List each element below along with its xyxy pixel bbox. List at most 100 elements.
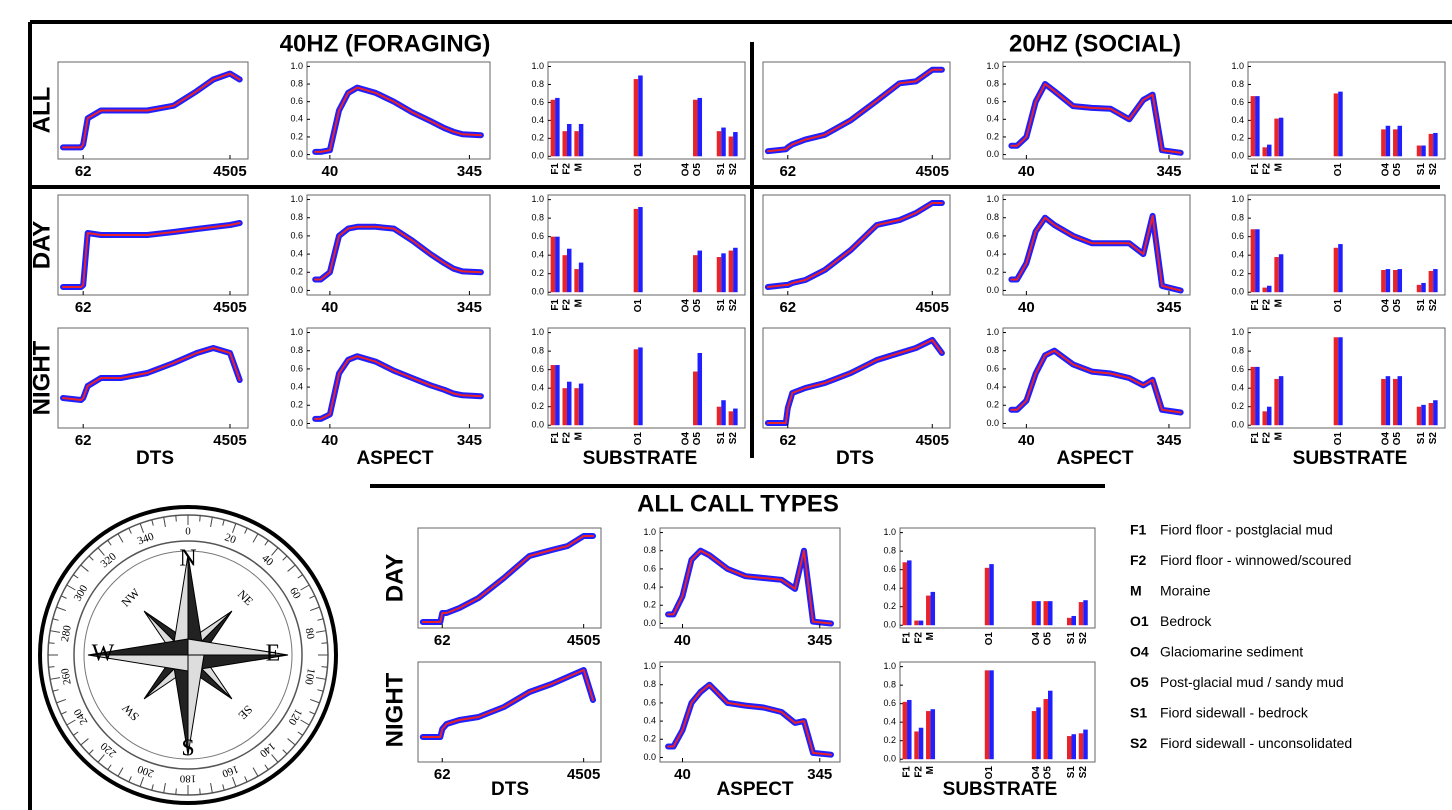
x-tick-label: 4505 [916,432,949,449]
x-category-label: M [925,632,936,640]
bar [693,100,698,157]
bar [1398,376,1403,425]
x-category-label: O4 [1031,632,1042,646]
bar [1334,93,1339,156]
bar [698,98,703,156]
bar [1083,600,1088,625]
x-category-label: O5 [1392,299,1403,313]
bar [926,596,931,626]
y-tick-label: 0.8 [531,346,544,356]
bar [574,131,579,156]
bar [1032,601,1037,625]
bar [717,131,722,156]
bar [1067,618,1072,625]
bar [567,382,572,426]
section-title: 20HZ (SOCIAL) [1009,30,1181,57]
bar [698,353,703,425]
x-category-label: O4 [1380,432,1391,446]
x-category-label: S2 [1078,766,1089,779]
y-tick-label: 0.0 [883,754,896,764]
bar [1262,147,1267,156]
bar [1393,379,1398,425]
y-tick-label: 0.6 [531,231,544,241]
bar [1083,730,1088,760]
bar [903,702,908,759]
row-label: NIGHT [381,672,408,747]
y-tick-label: 0.0 [290,418,303,428]
bar [729,251,734,293]
y-tick-label: 0.8 [986,212,999,222]
x-category-label: O1 [1333,163,1344,177]
legend-text: Fiord sidewall - bedrock [1160,705,1309,721]
bar [1262,288,1267,293]
bar [1393,270,1398,292]
bar [555,98,560,156]
bar [914,621,919,626]
bar [907,700,912,759]
x-category-label: S1 [1416,432,1427,445]
legend-code: F1 [1130,522,1147,538]
y-tick-label: 0.8 [643,545,656,555]
bar [729,411,734,425]
bar [1251,229,1256,292]
bar [1274,257,1279,292]
y-tick-label: 0.2 [1231,268,1244,278]
compass-cardinal: S [181,736,194,762]
legend-text: Bedrock [1160,613,1212,629]
section-title: ALL CALL TYPES [637,490,839,517]
bar [1433,133,1438,156]
x-category-label: F2 [913,632,924,644]
bar [1421,146,1426,157]
x-category-label: F1 [902,766,913,778]
y-tick-label: 0.0 [986,418,999,428]
x-category-label: S1 [1066,766,1077,779]
bar [1386,269,1391,292]
y-tick-label: 0.0 [643,752,656,762]
x-tick-label: 62 [75,163,92,180]
y-tick-label: 0.6 [986,230,999,240]
x-category-label: O5 [1392,432,1403,446]
bar [1044,699,1049,759]
x-category-label: F1 [550,163,561,175]
y-tick-label: 0.2 [290,267,303,277]
bar [1279,376,1284,425]
legend-code: F2 [1130,552,1147,568]
bar [931,709,936,759]
legend-text: Post-glacial mud / sandy mud [1160,674,1344,690]
x-category-label: M [925,766,936,774]
x-category-label: S1 [716,299,727,312]
y-tick-label: 0.4 [290,248,303,258]
bar [567,124,572,156]
y-tick-label: 0.4 [1231,383,1244,393]
y-tick-label: 0.8 [986,345,999,355]
y-tick-label: 0.8 [1231,79,1244,89]
compass-tick [49,643,55,644]
y-tick-label: 1.0 [290,327,303,337]
bar [1393,129,1398,156]
y-tick-label: 1.0 [883,661,896,671]
bar [919,728,924,759]
y-tick-label: 0.2 [643,600,656,610]
x-tick-label: 345 [807,766,832,783]
x-tick-label: 40 [322,299,339,316]
compass-cardinal: E [266,641,281,667]
y-tick-label: 0.4 [643,715,656,725]
plot-frame [307,62,490,159]
bar [1036,601,1041,625]
x-category-label: S2 [728,299,739,312]
y-tick-label: 0.6 [531,97,544,107]
bar [989,670,994,759]
y-tick-label: 1.0 [1231,327,1244,337]
x-category-label: O5 [1043,632,1054,646]
y-tick-label: 0.4 [1231,115,1244,125]
y-tick-label: 0.6 [1231,364,1244,374]
x-category-label: S1 [716,163,727,176]
legend-code: O1 [1130,613,1149,629]
axis-title: SUBSTRATE [583,448,698,469]
legend-code: O4 [1130,644,1149,660]
bar [717,257,722,292]
y-tick-label: 0.2 [986,267,999,277]
bar [567,249,572,293]
x-category-label: F2 [1262,432,1273,444]
y-tick-label: 0.6 [883,698,896,708]
